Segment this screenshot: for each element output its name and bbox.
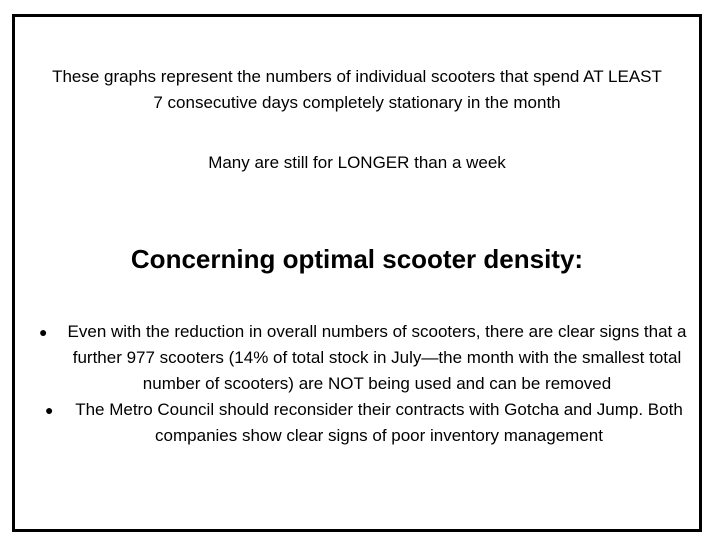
intro-text: These graphs represent the numbers of in… [15, 64, 699, 116]
duration-note: Many are still for LONGER than a week [208, 153, 506, 172]
bullet-marker-icon: ● [39, 324, 48, 340]
bullet-item: ● The Metro Council should reconsider th… [15, 397, 699, 449]
section-heading: Concerning optimal scooter density: [130, 244, 584, 274]
bullet-item: ● Even with the reduction in overall num… [15, 319, 699, 397]
intro-line-1: These graphs represent the numbers of in… [52, 67, 662, 86]
intro-line-2: 7 consecutive days completely stationary… [153, 93, 561, 112]
bullet-text: The Metro Council should reconsider thei… [75, 400, 683, 445]
bullet-marker-icon: ● [45, 402, 54, 418]
slide-frame: These graphs represent the numbers of in… [12, 14, 702, 532]
bullet-list: ● Even with the reduction in overall num… [15, 319, 699, 449]
bullet-text: Even with the reduction in overall numbe… [67, 322, 687, 393]
